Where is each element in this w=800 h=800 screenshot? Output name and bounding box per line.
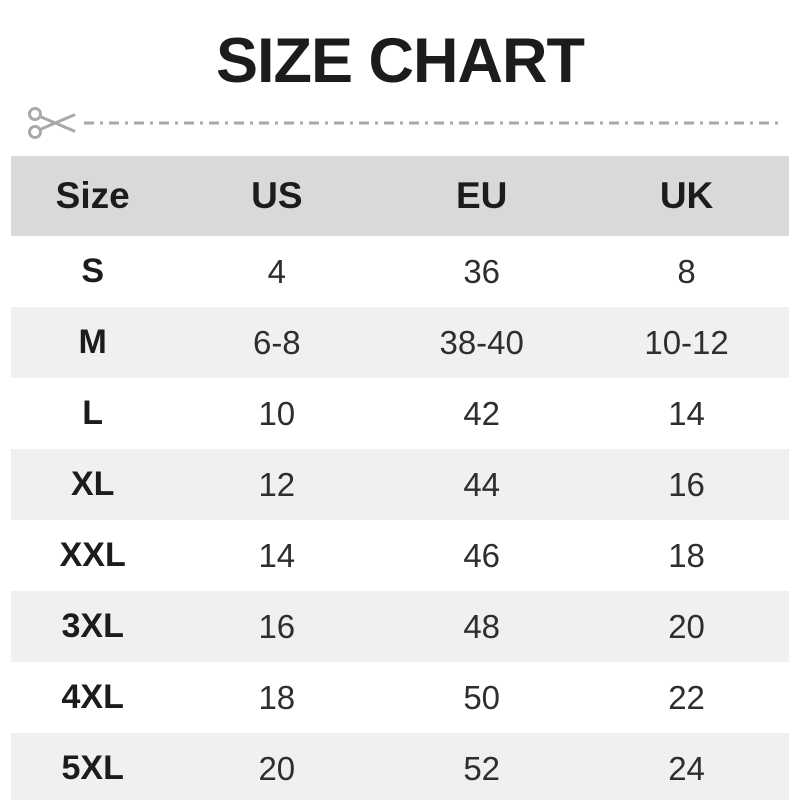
uk-cell: 8 bbox=[677, 252, 696, 290]
us-cell: 4 bbox=[267, 252, 286, 290]
eu-cell: 48 bbox=[463, 607, 501, 645]
eu-cell: 52 bbox=[463, 749, 501, 787]
size-cell: XL bbox=[70, 465, 115, 503]
uk-cell: 10-12 bbox=[644, 323, 729, 361]
table-row: 3XL 16 48 20 bbox=[11, 591, 789, 662]
size-table: Size US EU UK S 4 36 8 M 6-8 38-40 10-12… bbox=[11, 156, 789, 800]
table-row: XL 12 44 16 bbox=[11, 449, 789, 520]
table-row: 5XL 20 52 24 bbox=[11, 733, 789, 800]
scissors-icon bbox=[28, 107, 76, 139]
table-row: S 4 36 8 bbox=[11, 236, 789, 307]
eu-cell: 50 bbox=[463, 678, 501, 716]
size-cell: 5XL bbox=[61, 749, 124, 787]
us-cell: 12 bbox=[258, 465, 296, 503]
header-eu: EU bbox=[379, 156, 585, 236]
eu-cell: 46 bbox=[463, 536, 501, 574]
size-cell: 3XL bbox=[61, 607, 124, 645]
uk-cell: 14 bbox=[668, 394, 705, 432]
uk-cell: 20 bbox=[668, 607, 705, 645]
eu-cell: 38-40 bbox=[439, 323, 524, 361]
uk-cell: 18 bbox=[668, 536, 705, 574]
header-uk: UK bbox=[584, 156, 789, 236]
table-row: M 6-8 38-40 10-12 bbox=[11, 307, 789, 378]
us-cell: 14 bbox=[258, 536, 296, 574]
uk-cell: 24 bbox=[668, 749, 705, 787]
table-row: 4XL 18 50 22 bbox=[11, 662, 789, 733]
header-row: Size US EU UK bbox=[11, 156, 789, 236]
table-row: XXL 14 46 18 bbox=[11, 520, 789, 591]
us-cell: 10 bbox=[258, 394, 296, 432]
table-row: L 10 42 14 bbox=[11, 378, 789, 449]
eu-cell: 44 bbox=[463, 465, 501, 503]
us-cell: 6-8 bbox=[252, 323, 301, 361]
eu-cell: 42 bbox=[463, 394, 501, 432]
size-cell: XXL bbox=[59, 536, 126, 574]
eu-cell: 36 bbox=[463, 252, 501, 290]
size-cell: L bbox=[82, 394, 104, 432]
us-cell: 18 bbox=[258, 678, 296, 716]
uk-cell: 22 bbox=[668, 678, 705, 716]
size-cell: 4XL bbox=[61, 678, 124, 716]
size-cell: S bbox=[81, 252, 105, 290]
cut-line bbox=[28, 107, 784, 139]
page-title: SIZE CHART bbox=[216, 26, 585, 96]
header-size: Size bbox=[11, 156, 175, 236]
size-cell: M bbox=[78, 323, 107, 361]
us-cell: 16 bbox=[258, 607, 296, 645]
us-cell: 20 bbox=[258, 749, 296, 787]
header-us: US bbox=[174, 156, 380, 236]
uk-cell: 16 bbox=[668, 465, 705, 503]
